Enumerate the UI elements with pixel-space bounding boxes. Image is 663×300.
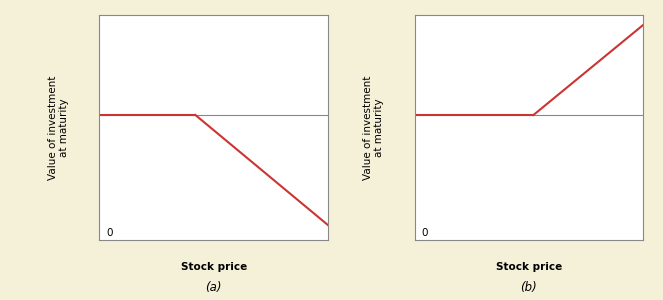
Text: 0: 0 [106,228,113,238]
Text: Value of investment
at maturity: Value of investment at maturity [363,75,385,180]
Text: (b): (b) [520,280,537,293]
Text: (a): (a) [206,280,222,293]
Text: Value of investment
at maturity: Value of investment at maturity [48,75,69,180]
Text: 0: 0 [422,228,428,238]
Text: Stock price: Stock price [180,262,247,272]
Text: Stock price: Stock price [496,262,562,272]
